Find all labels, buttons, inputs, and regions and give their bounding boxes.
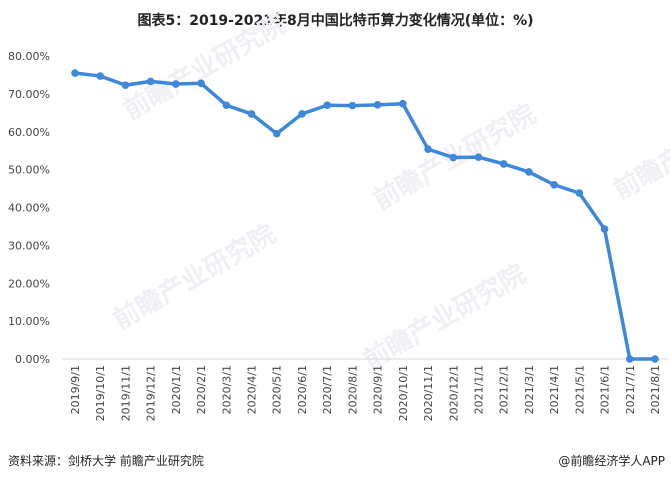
watermark-text: 前瞻产业研究院 — [358, 258, 531, 376]
x-tick-label: 2021/4/1 — [548, 365, 561, 414]
y-tick-label: 40.00% — [8, 202, 50, 215]
data-point — [323, 101, 331, 110]
x-tick-label: 2020/12/1 — [447, 365, 460, 421]
x-tick-label: 2021/5/1 — [573, 365, 586, 414]
y-tick-label: 20.00% — [8, 277, 50, 290]
y-tick-label: 0.00% — [15, 353, 50, 366]
data-point — [550, 180, 558, 189]
data-point — [71, 69, 79, 77]
data-point — [172, 80, 180, 88]
y-tick-label: 80.00% — [8, 50, 50, 63]
source-note: 资料来源：剑桥大学 前瞻产业研究院 — [8, 454, 204, 468]
data-point — [600, 225, 609, 233]
data-point — [575, 189, 584, 197]
x-tick-label: 2020/5/1 — [271, 365, 284, 414]
x-tick-label: 2020/11/1 — [422, 365, 435, 421]
data-point — [474, 153, 483, 161]
data-point — [121, 81, 130, 89]
data-point — [197, 79, 205, 88]
credit-note: @前瞻经济学人APP — [558, 454, 665, 468]
x-tick-label: 2019/9/1 — [69, 365, 82, 414]
data-point — [424, 145, 432, 153]
data-point — [525, 168, 533, 176]
data-point — [625, 355, 634, 363]
watermark-text: 前瞻产业研究院 — [108, 218, 281, 336]
y-tick-label: 60.00% — [8, 126, 50, 139]
x-tick-label: 2021/2/1 — [498, 365, 511, 414]
data-point — [651, 355, 659, 363]
x-tick-label: 2019/11/1 — [119, 365, 132, 421]
chart-title: 图表5：2019-2021年8月中国比特币算力变化情况(单位：%) — [137, 13, 534, 29]
x-tick-label: 2021/1/1 — [472, 365, 485, 414]
x-tick-label: 2020/10/1 — [397, 365, 410, 421]
x-tick-label: 2021/7/1 — [624, 365, 637, 414]
x-tick-label: 2021/3/1 — [523, 365, 536, 414]
x-tick-label: 2020/7/1 — [321, 365, 334, 414]
y-tick-label: 10.00% — [8, 315, 50, 328]
watermark-text: 前瞻产业研究院 — [118, 8, 291, 126]
data-point — [399, 99, 407, 108]
data-point — [96, 72, 105, 80]
x-tick-label: 2020/8/1 — [346, 365, 359, 414]
x-tick-label: 2019/12/1 — [145, 365, 158, 421]
y-tick-label: 70.00% — [8, 88, 50, 101]
data-point — [247, 110, 256, 118]
x-tick-label: 2020/9/1 — [372, 365, 385, 414]
data-point — [146, 77, 155, 86]
series-line — [74, 71, 655, 361]
x-tick-label: 2020/4/1 — [246, 365, 259, 414]
data-point — [499, 160, 508, 168]
x-tick-label: 2021/6/1 — [599, 365, 612, 414]
data-point — [373, 101, 382, 109]
data-point — [298, 110, 306, 118]
x-tick-label: 2020/1/1 — [170, 365, 183, 414]
x-tick-label: 2020/2/1 — [195, 365, 208, 414]
x-tick-label: 2019/10/1 — [94, 365, 107, 421]
x-tick-label: 2020/6/1 — [296, 365, 309, 414]
x-tick-label: 2021/8/1 — [649, 365, 662, 414]
y-tick-label: 30.00% — [8, 239, 50, 252]
data-point — [449, 153, 458, 162]
data-point — [222, 101, 231, 110]
y-tick-label: 50.00% — [8, 164, 50, 177]
watermark-text: 前瞻产业研究院 — [608, 88, 671, 206]
data-point — [348, 101, 357, 110]
x-tick-label: 2020/3/1 — [220, 365, 233, 414]
data-point — [272, 129, 281, 138]
